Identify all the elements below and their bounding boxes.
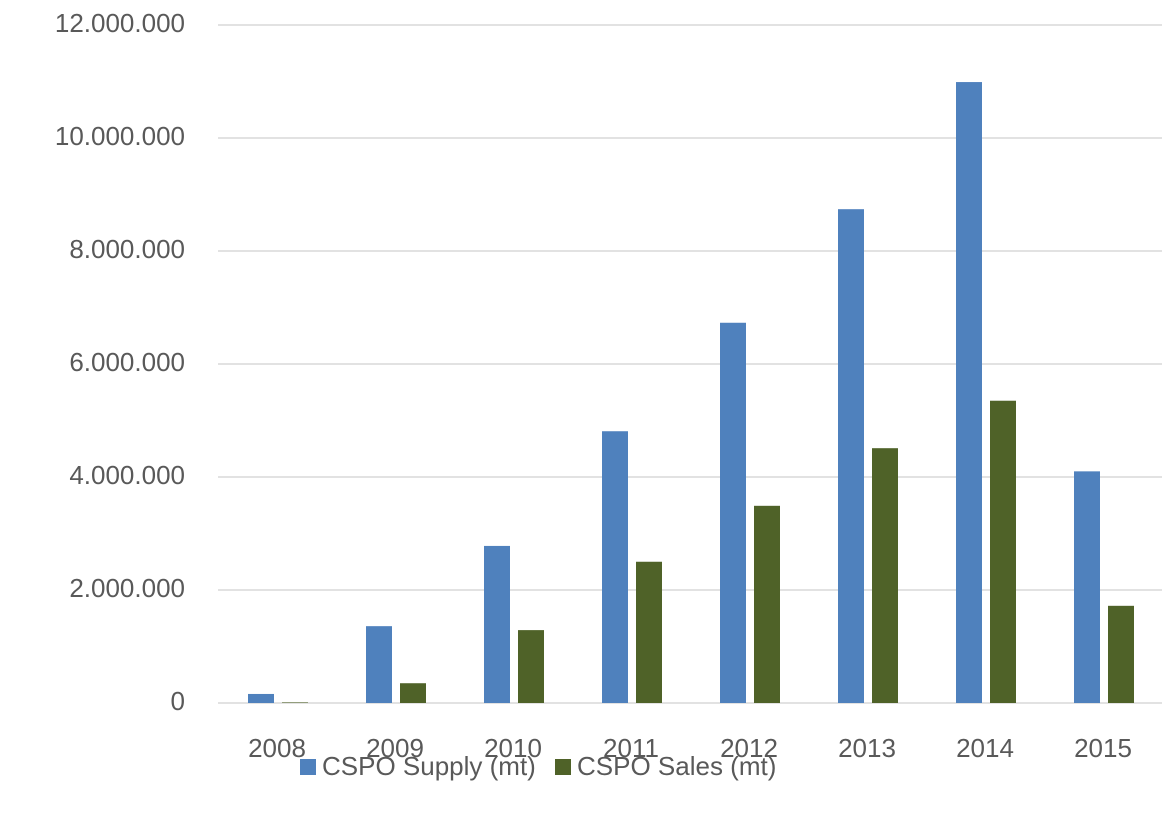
x-tick-label: 2014 (956, 733, 1014, 763)
legend-label: CSPO Supply (mt) (322, 751, 536, 781)
bar (990, 400, 1016, 703)
legend-swatch (300, 759, 316, 775)
y-tick-label: 4.000.000 (69, 460, 185, 490)
bar (602, 431, 628, 703)
bar (1108, 605, 1134, 703)
x-tick-label: 2008 (248, 733, 306, 763)
bar (1074, 471, 1100, 703)
x-tick-label: 2012 (720, 733, 778, 763)
bar (248, 693, 274, 703)
bar (484, 545, 510, 703)
bar (366, 626, 392, 703)
x-tick-label: 2009 (366, 733, 424, 763)
legend-swatch (555, 759, 571, 775)
bar (872, 448, 898, 703)
bar (282, 702, 308, 703)
y-tick-label: 12.000.000 (55, 8, 185, 38)
bar (400, 683, 426, 703)
bar (754, 505, 780, 703)
bar (956, 82, 982, 703)
y-tick-label: 8.000.000 (69, 234, 185, 264)
y-tick-label: 2.000.000 (69, 573, 185, 603)
bar (518, 630, 544, 703)
bar (720, 322, 746, 703)
bar (838, 209, 864, 703)
y-tick-label: 0 (171, 686, 185, 716)
x-tick-label: 2015 (1074, 733, 1132, 763)
y-tick-label: 10.000.000 (55, 121, 185, 151)
y-tick-label: 6.000.000 (69, 347, 185, 377)
x-tick-label: 2011 (603, 733, 659, 763)
bar (636, 561, 662, 703)
legend-label: CSPO Sales (mt) (577, 751, 776, 781)
x-tick-label: 2013 (838, 733, 896, 763)
x-tick-label: 2010 (484, 733, 542, 763)
